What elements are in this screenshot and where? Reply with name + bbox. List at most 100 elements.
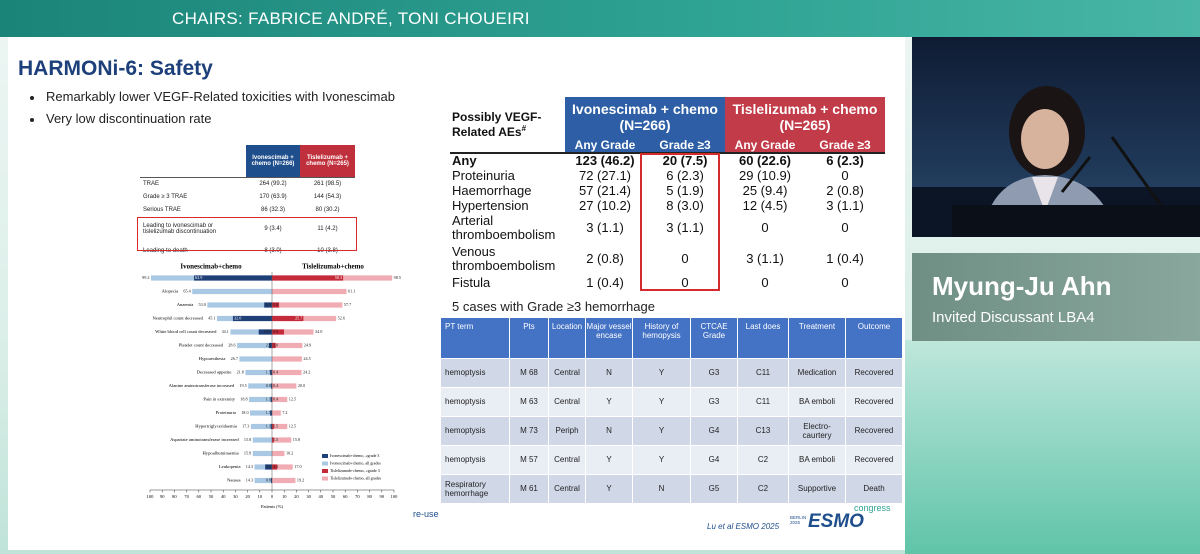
category-label: Alopecia [162,289,179,294]
bar [250,423,272,430]
table-row: Arterial thromboembolism 3 (1.1) 3 (1.1) 0 0 [450,213,885,243]
bullet-item: Very low discontinuation rate [30,111,211,126]
table-cell: 6 (2.3) [826,153,864,168]
header-cell: Outcome [845,318,903,358]
category-label: Hypoalbuminaemia [202,451,238,456]
bar [272,423,288,430]
face [1021,109,1069,169]
bar [265,464,272,470]
x-tick-label: 60 [197,494,202,499]
bullet-dot [30,117,34,122]
table-cell: Respiratory hemorrhage [441,474,510,503]
table-cell: C2 [737,445,789,474]
table-cell: 2 (0.8) [826,182,864,198]
table-row: Serious TRAE 86 (32.3) 80 (30.2) [140,203,355,216]
table-cell: C13 [737,416,789,445]
bar [272,315,304,322]
left-title: Ivonescimab+chemo [180,263,242,271]
value-label: 12.5 [289,396,296,401]
table-cell: 29 (10.9) [738,167,792,183]
table-cell: hemoptysis [441,445,510,474]
table-cell: Central [548,445,586,474]
value-label: 24.2 [303,369,310,374]
table-row: hemoptysis M 57 Central Y Y G4 C2 BA emboli Reco… [441,445,903,474]
table-cell: Arterial thromboembolism [452,213,556,242]
bar [272,302,343,308]
category-label: Hypertriglyceridaemia [195,424,237,429]
header-cell: Location [548,318,586,358]
bar [248,383,272,389]
table-cell: BA emboli [788,445,846,474]
bar [272,369,302,376]
bar [252,450,272,457]
table-cell: 1 (0.4) [826,251,864,266]
table-cell: 20 (7.5) [662,153,708,168]
bar [268,342,272,349]
x-tick-label: 90 [160,494,165,499]
cases-caption: 5 cases with Grade ≥3 hemorrhage [452,299,655,314]
table-cell: Any [452,153,477,168]
right-gradient [905,340,1200,554]
slide-title: HARMONi-6: Safety [18,57,213,80]
table-cell: M 57 [509,445,549,474]
table-cell: 9 (3.4) [264,226,282,232]
table-cell: 6 (2.3) [666,167,704,183]
value-label: 0.4 [273,383,279,388]
value-label: 12.5 [289,423,296,428]
x-tick-label: 20 [245,494,250,499]
x-tick-label: 100 [147,494,155,499]
table-cell: 3 (1.1) [666,220,704,235]
bar [272,329,314,335]
legend-label: Tislelizumab+chemo, all grades [330,475,382,481]
table-cell: Y [632,416,691,445]
video-feed [912,37,1200,237]
bar [249,396,272,403]
value-label: 15.8 [244,450,251,455]
table-cell: Leading to ivonescimab or tislelizumab d… [143,223,217,235]
bar [272,437,292,443]
name-card: Myung-Ju Ahn Invited Discussant LBA4 [912,253,1200,341]
x-tick-label: 10 [282,494,287,499]
table-cell: 1 (0.4) [586,274,624,290]
value-label: 34.1 [222,329,229,334]
value-label: 57.7 [344,302,351,307]
value-label: 26.7 [231,356,238,361]
table-cell: hemoptysis [441,358,510,387]
value-label: 6.4 [266,302,272,307]
category-label: Neutrophil count decreased [152,316,203,321]
value-label: 17.3 [242,423,249,428]
header-cell: PT term [441,318,510,358]
value-label: 1.5 [266,410,271,415]
bar [264,302,272,308]
bar [272,315,337,322]
x-tick-label: 70 [355,494,360,499]
category-label: Anaemia [177,302,194,307]
table-cell: G3 [690,387,738,416]
table-cell: Death [845,474,903,503]
table-cell: G5 [690,474,738,503]
value-label: 15.8 [244,437,251,442]
value-label: 63.9 [195,275,202,280]
microphone [1060,156,1092,193]
value-label: 3.0 [273,342,278,347]
table-row: hemoptysis M 63 Central Y Y G3 C11 BA emboli Rec… [441,387,903,416]
table-cell: 0 [841,220,849,235]
speaker-role: Invited Discussant LBA4 [932,309,1095,326]
value-label: 0.8 [266,383,271,388]
table-cell: 3 (1.1) [586,220,624,235]
table-cell: Y [632,358,691,387]
value-label: 14.3 [246,464,253,469]
table-row: Hypertension 27 (10.2) 8 (3.0) 12 (4.5) 3 (1… [450,198,885,213]
subheader-row: Any Grade Grade ≥3 Any Grade Grade ≥3 [450,137,885,154]
corner-cell: Possibly VEGF-Related AEs# [450,97,565,154]
value-label: 52.6 [338,315,345,320]
header-row: Possibly VEGF-Related AEs# Ivonescimab + … [450,97,885,154]
logo-brand: ESMO [808,511,864,532]
bar [207,302,272,308]
table-cell: 12 (4.5) [742,197,788,213]
table-cell: Haemorrhage [452,182,532,198]
banner: CHAIRS: FABRICE ANDRÉ, TONI CHOUEIRI [0,0,1200,37]
group-header: Ivonescimab + chemo (N=266) [565,97,725,137]
category-label: Nausea [227,478,241,483]
table-cell: M 73 [509,416,549,445]
